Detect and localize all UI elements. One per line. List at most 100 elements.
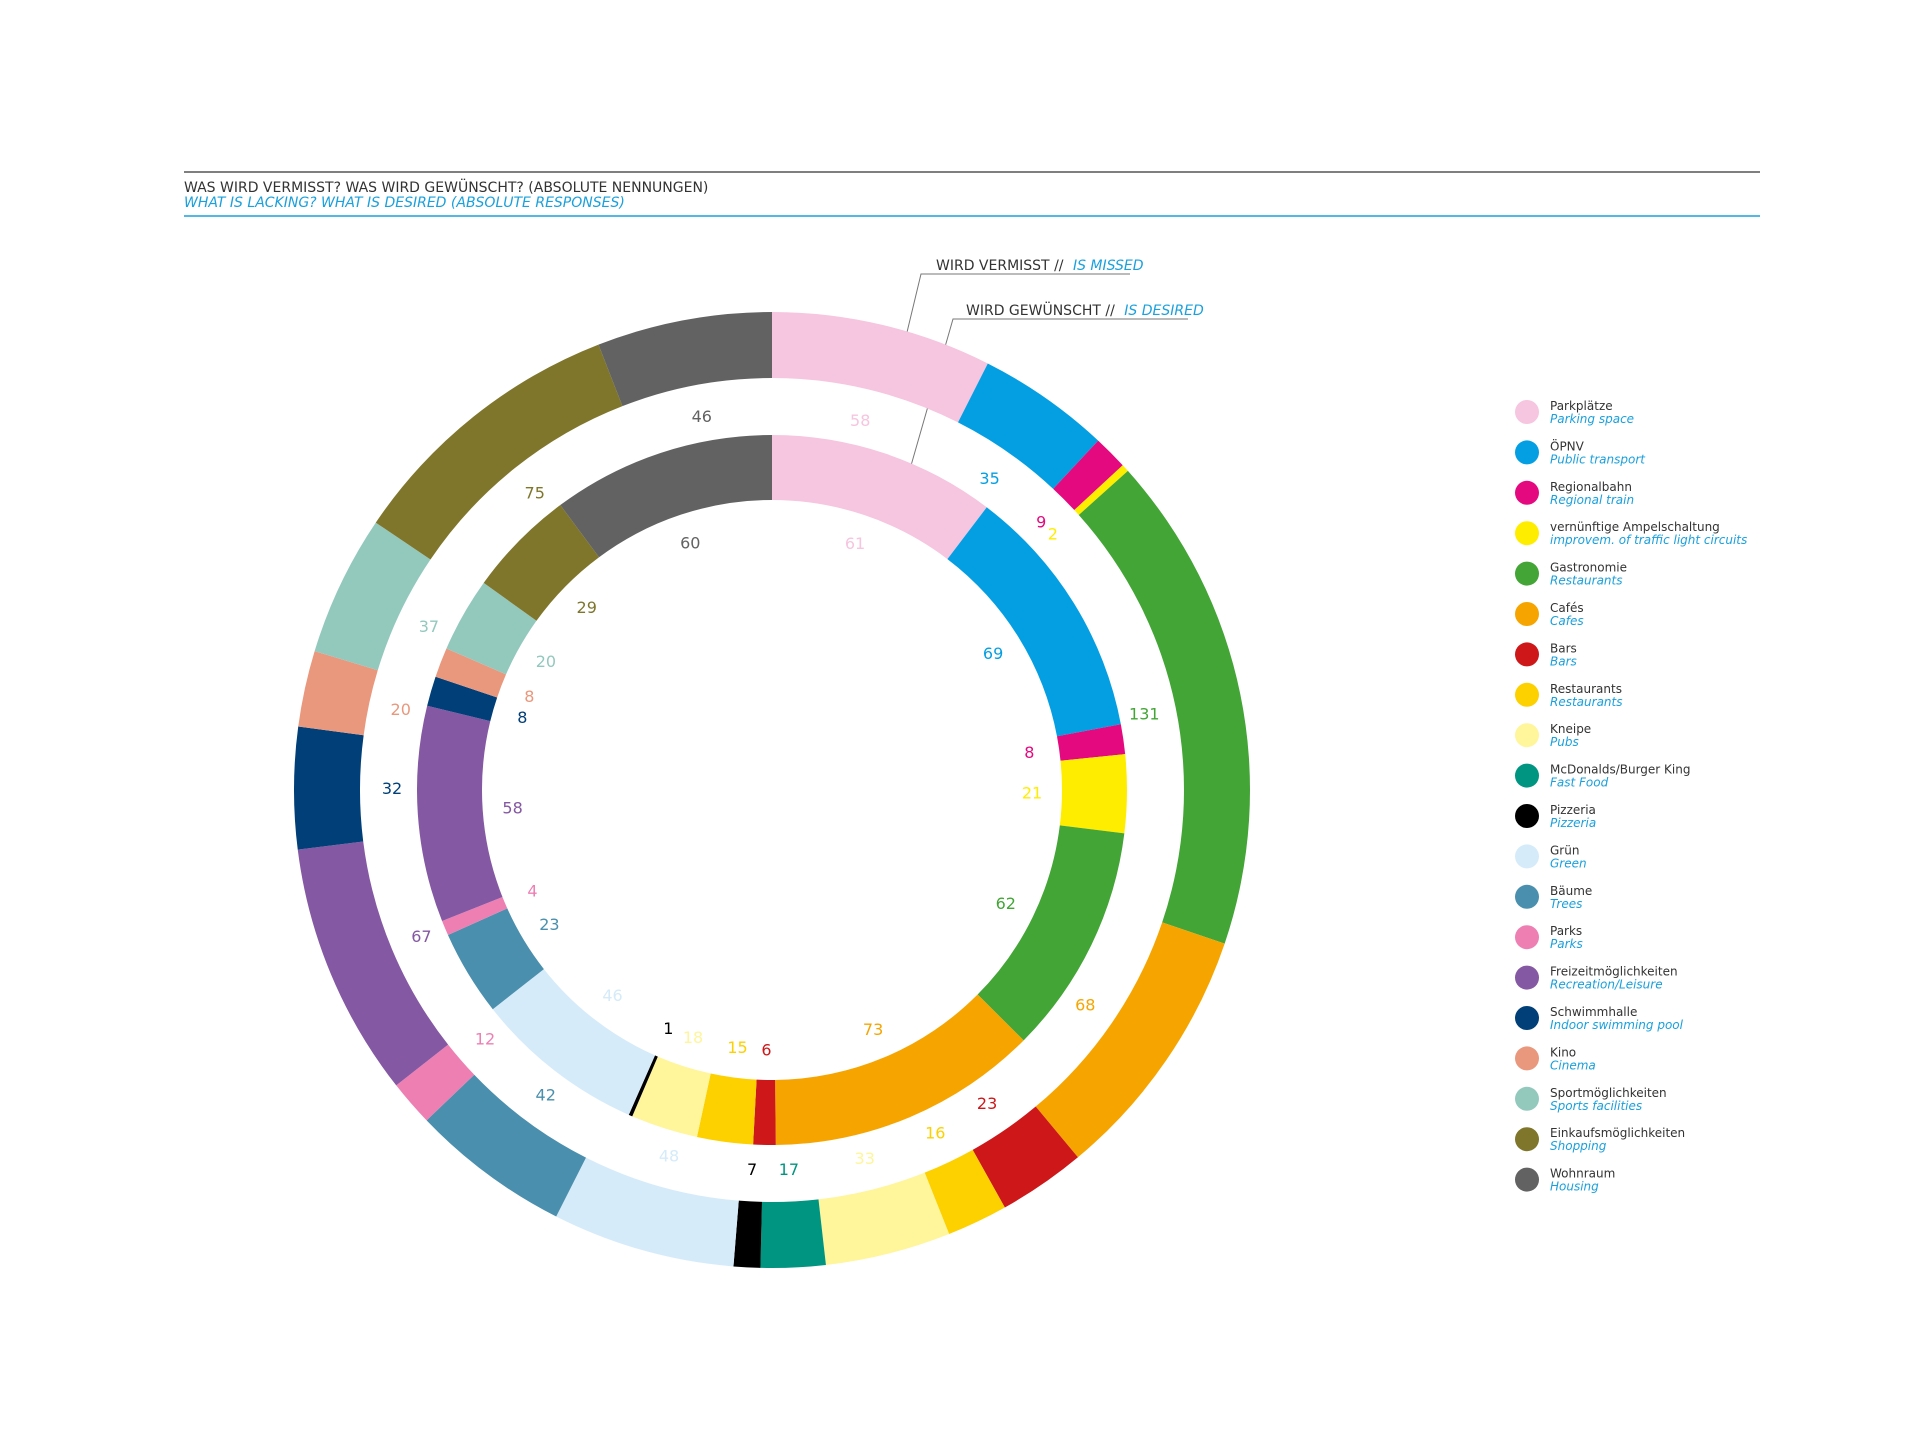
inner-ring-segment-vernuenftige-ampelschaltung — [1059, 754, 1127, 834]
legend-label-en-oepnv: Public transport — [1550, 452, 1646, 466]
legend-label-en-einkaufsmoeglichkeiten: Shopping — [1550, 1139, 1607, 1153]
legend-label-en-vernuenftige-ampelschaltung: improvem. of traffic light circuits — [1550, 533, 1747, 547]
legend-label-en-baeume: Trees — [1550, 897, 1582, 911]
rings — [293, 312, 1250, 1268]
outer-ring-segment-schwimmhalle — [293, 726, 364, 850]
legend-label-en-gastronomie: Restaurants — [1550, 574, 1623, 588]
outer-ring-value-regionalbahn: 9 — [1036, 512, 1046, 531]
legend-label-en-kneipe: Pubs — [1550, 735, 1579, 749]
inner-ring-segment-caf-s — [775, 994, 1024, 1145]
inner-ring-segment-parkplaetze — [772, 435, 987, 560]
outer-ring-segment-sportmoeglichkeiten — [314, 522, 431, 671]
legend-label-de-kneipe: Kneipe — [1550, 722, 1591, 736]
ring-callouts: WIRD VERMISST // IS MISSED WIRD GEWÜNSCH… — [895, 258, 1204, 498]
outer-ring-segment-regionalbahn — [1053, 440, 1123, 511]
legend-swatch-sportmoeglichkeiten — [1515, 1086, 1539, 1111]
legend-label-en-wohnraum: Housing — [1550, 1180, 1599, 1194]
legend-label-de-parkplaetze: Parkplätze — [1550, 399, 1613, 413]
inner-ring-value-kneipe: 18 — [683, 1028, 703, 1047]
outer-ring-segment-einkaufsmoeglichkeiten — [375, 344, 623, 560]
outer-ring-value-mcdonalds-burger-king: 17 — [779, 1160, 799, 1179]
outer-ring-segment-bars — [972, 1106, 1078, 1208]
chart-title-de: WAS WIRD VERMISST? WAS WIRD GEWÜNSCHT? (… — [184, 178, 708, 196]
outer-ring-segment-gastronomie — [1078, 470, 1250, 944]
legend-label-en-parks: Parks — [1550, 937, 1583, 951]
legend-swatch-einkaufsmoeglichkeiten — [1515, 1127, 1539, 1152]
outer-ring-value-vernuenftige-ampelschaltung: 2 — [1048, 525, 1058, 544]
legend-label-en-caf-s: Cafes — [1550, 614, 1584, 628]
legend-label-de-gastronomie: Gastronomie — [1550, 561, 1627, 575]
inner-ring-value-baeume: 23 — [539, 915, 559, 934]
outer-ring-value-oepnv: 35 — [979, 469, 999, 488]
legend-label-de-restaurants: Restaurants — [1550, 682, 1622, 696]
inner-ring-value-restaurants: 15 — [727, 1038, 747, 1057]
inner-ring-value-wohnraum: 60 — [680, 534, 700, 553]
legend-swatch-schwimmhalle — [1515, 1006, 1539, 1030]
outer-ring-label: WIRD VERMISST // IS MISSED — [936, 258, 1144, 274]
legend-label-en-regionalbahn: Regional train — [1550, 493, 1634, 507]
legend-swatch-caf-s — [1515, 602, 1539, 626]
legend-swatch-parks — [1515, 925, 1539, 950]
legend-label-de-gruen: Grün — [1550, 843, 1579, 857]
outer-ring-value-pizzeria: 7 — [747, 1160, 757, 1179]
legend-label-de-vernuenftige-ampelschaltung: vernünftige Ampelschaltung — [1550, 520, 1720, 534]
ring-value-labels: 5835921316823163317748421267322037754661… — [382, 407, 1160, 1179]
legend-label-en-schwimmhalle: Indoor swimming pool — [1550, 1018, 1684, 1032]
outer-ring-segment-baeume — [426, 1074, 586, 1217]
legend-label-en-kino: Cinema — [1550, 1058, 1596, 1072]
outer-ring-segment-oepnv — [958, 363, 1099, 489]
legend-label-en-freizeitmoeglichkeiten: Recreation/Leisure — [1550, 978, 1663, 992]
legend-label-de-oepnv: ÖPNV — [1550, 437, 1585, 453]
legend-swatch-regionalbahn — [1515, 480, 1539, 505]
inner-ring-segment-gruen — [492, 969, 655, 1115]
inner-ring-segment-baeume — [447, 908, 544, 1010]
outer-ring-label-en: IS MISSED — [1073, 258, 1144, 274]
outer-ring-segment-gruen — [556, 1157, 739, 1267]
legend-swatch-pizzeria — [1515, 804, 1539, 828]
inner-ring-value-gastronomie: 62 — [996, 894, 1016, 913]
inner-ring-segment-kneipe — [632, 1056, 711, 1137]
outer-ring-segment-wohnraum — [598, 312, 772, 407]
chart-header: WAS WIRD VERMISST? WAS WIRD GEWÜNSCHT? (… — [184, 171, 1760, 217]
inner-ring-value-regionalbahn: 8 — [1024, 743, 1034, 762]
inner-ring-value-sportmoeglichkeiten: 20 — [536, 652, 556, 671]
inner-ring-value-vernuenftige-ampelschaltung: 21 — [1022, 783, 1042, 802]
inner-ring-value-parks: 4 — [527, 882, 537, 901]
legend-label-de-caf-s: Cafés — [1550, 601, 1584, 615]
legend-swatch-wohnraum — [1515, 1167, 1539, 1192]
outer-ring-value-kino: 20 — [391, 700, 411, 719]
legend-label-de-wohnraum: Wohnraum — [1550, 1167, 1615, 1181]
outer-ring-segment-restaurants — [924, 1149, 1005, 1234]
inner-ring-segment-kino — [435, 648, 507, 698]
legend-label-de-schwimmhalle: Schwimmhalle — [1550, 1005, 1637, 1019]
outer-ring-value-caf-s: 68 — [1075, 996, 1095, 1015]
inner-ring-value-einkaufsmoeglichkeiten: 29 — [577, 598, 597, 617]
legend-label-en-sportmoeglichkeiten: Sports facilities — [1550, 1099, 1642, 1113]
outer-ring-segment-kino — [298, 651, 378, 736]
legend-swatch-oepnv — [1515, 440, 1539, 465]
inner-ring-label: WIRD GEWÜNSCHT // IS DESIRED — [966, 301, 1204, 319]
inner-ring-value-gruen: 46 — [602, 986, 622, 1005]
legend-swatch-freizeitmoeglichkeiten — [1515, 965, 1539, 990]
outer-ring-segment-parks — [396, 1044, 475, 1121]
outer-ring-value-sportmoeglichkeiten: 37 — [419, 617, 439, 636]
inner-ring-value-pizzeria: 1 — [663, 1019, 673, 1038]
legend-swatch-gastronomie — [1515, 561, 1539, 586]
legend-label-de-freizeitmoeglichkeiten: Freizeitmöglichkeiten — [1550, 965, 1678, 979]
outer-ring-value-schwimmhalle: 32 — [382, 779, 402, 798]
outer-ring-segment-mcdonalds-burger-king — [760, 1199, 826, 1268]
legend-swatch-bars — [1515, 642, 1539, 667]
inner-ring-segment-pizzeria — [628, 1055, 658, 1117]
legend-label-de-parks: Parks — [1550, 924, 1582, 938]
inner-ring-value-parkplaetze: 61 — [845, 534, 865, 553]
inner-ring-value-schwimmhalle: 8 — [517, 708, 527, 727]
legend-swatch-mcdonalds-burger-king — [1515, 763, 1539, 788]
legend-label-en-restaurants: Restaurants — [1550, 695, 1623, 709]
legend-label-de-sportmoeglichkeiten: Sportmöglichkeiten — [1550, 1086, 1667, 1100]
outer-ring-segment-freizeitmoeglichkeiten — [297, 841, 449, 1086]
outer-ring-value-restaurants: 16 — [925, 1124, 945, 1143]
outer-ring-value-gruen: 48 — [659, 1146, 679, 1165]
legend-swatch-kneipe — [1515, 723, 1539, 748]
